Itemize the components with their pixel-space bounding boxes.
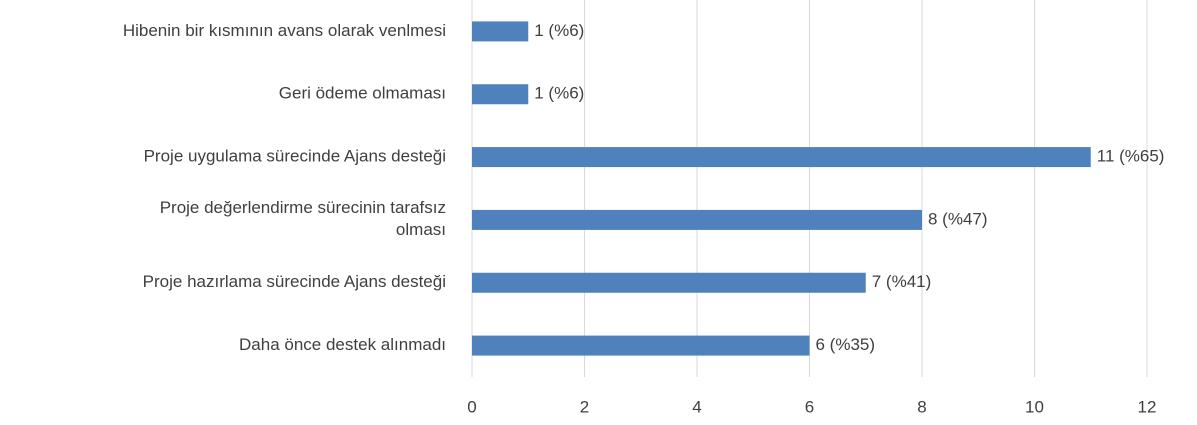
y-tick-label: Hibenin bir kısmının avans olarak venlme… [123, 21, 446, 40]
data-label: 1 (%6) [534, 84, 584, 103]
data-label: 1 (%6) [534, 21, 584, 40]
bar [472, 335, 810, 356]
y-tick-label: Proje hazırlama sürecinde Ajans desteği [143, 272, 446, 291]
x-tick-label: 8 [917, 397, 926, 416]
x-tick-label: 0 [467, 397, 476, 416]
data-label: 8 (%47) [928, 209, 988, 228]
x-tick-label: 2 [580, 397, 589, 416]
x-tick-label: 4 [692, 397, 701, 416]
y-tick-label: Proje değerlendirme sürecinin tarafsız ol… [160, 198, 446, 239]
bar [472, 209, 922, 230]
bar [472, 272, 866, 293]
bar [472, 84, 529, 105]
x-tick-label: 6 [805, 397, 814, 416]
data-label: 6 (%35) [816, 335, 876, 354]
data-label: 7 (%41) [872, 272, 932, 291]
x-tick-label: 10 [1025, 397, 1044, 416]
y-tick-label: Daha önce destek alınmadı [239, 335, 446, 354]
bar [472, 21, 529, 42]
y-tick-label: Proje uygulama sürecinde Ajans desteği [144, 147, 446, 166]
x-tick-label: 12 [1138, 397, 1157, 416]
bar [472, 147, 1091, 168]
data-label: 11 (%65) [1097, 147, 1165, 166]
y-tick-label: Geri ödeme olmaması [279, 84, 446, 103]
